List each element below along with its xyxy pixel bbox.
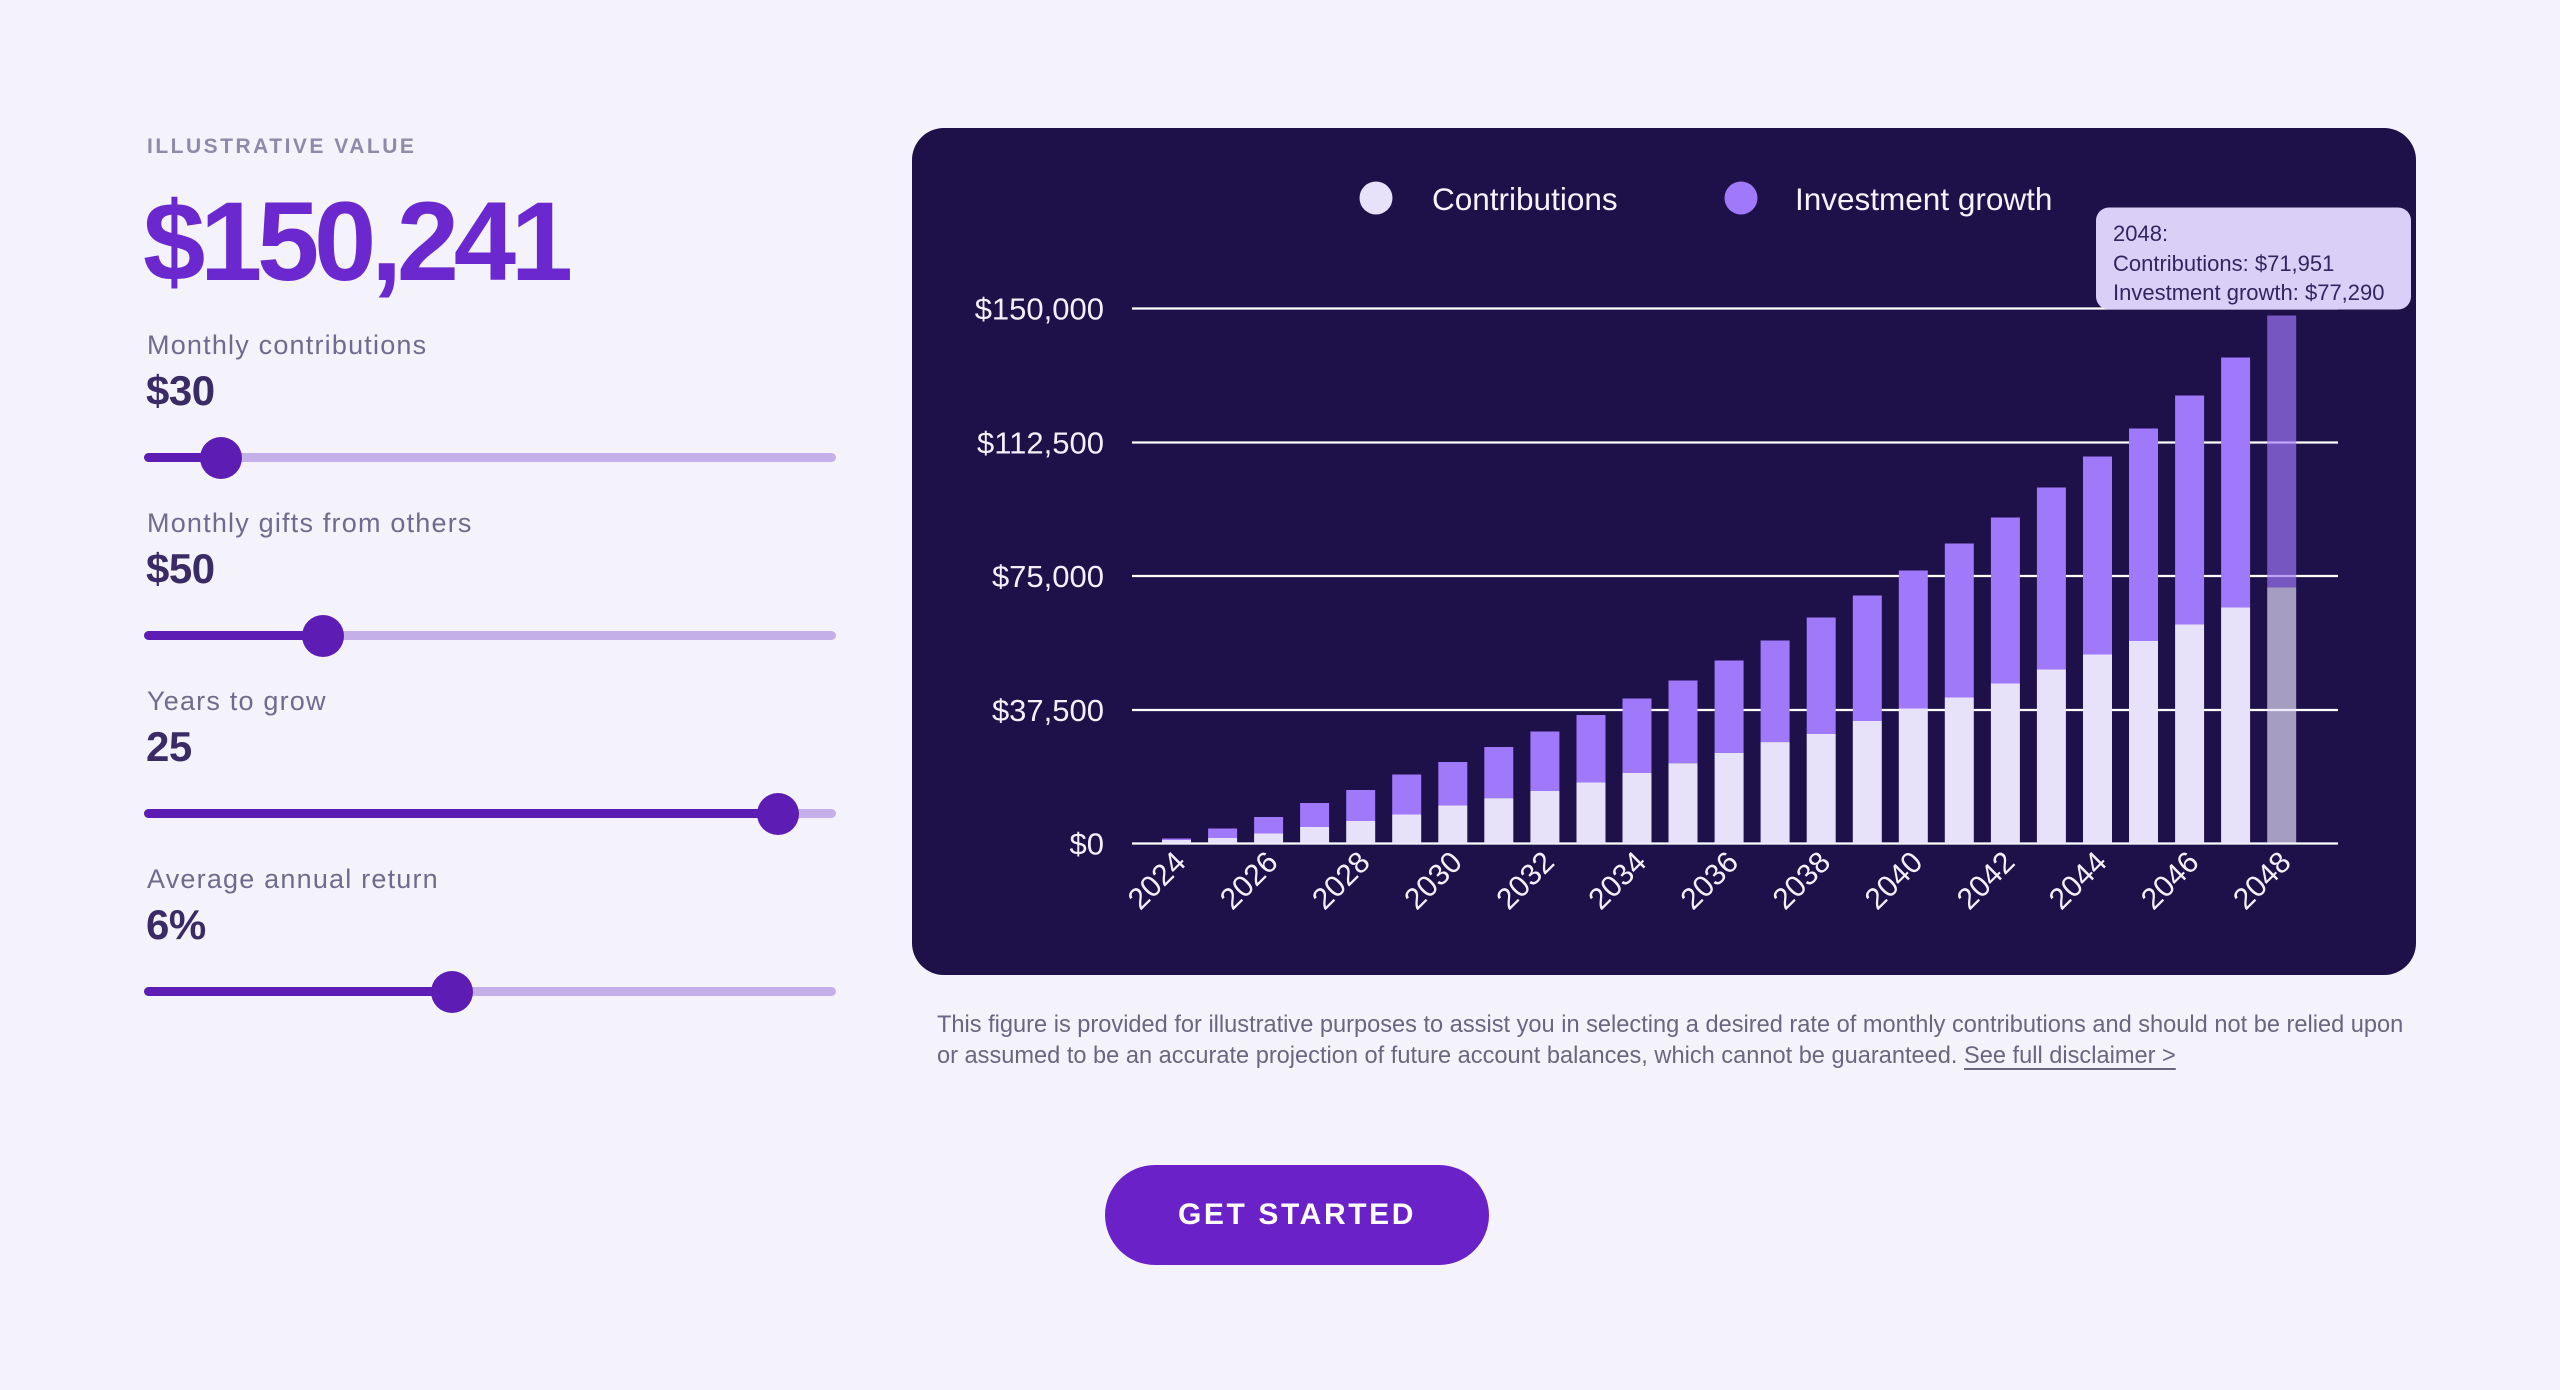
svg-text:$75,000: $75,000	[992, 559, 1104, 594]
svg-text:2024: 2024	[1122, 846, 1193, 917]
svg-text:Investment growth: Investment growth	[1795, 181, 2052, 217]
svg-text:2030: 2030	[1398, 846, 1469, 917]
svg-text:2042: 2042	[1951, 846, 2022, 917]
svg-text:Contributions: Contributions	[1432, 181, 1618, 217]
svg-text:2034: 2034	[1582, 846, 1653, 917]
svg-text:Investment growth: $77,290: Investment growth: $77,290	[2113, 280, 2385, 305]
svg-text:2048:: 2048:	[2113, 221, 2168, 246]
svg-text:2032: 2032	[1490, 846, 1561, 917]
svg-text:2048: 2048	[2227, 846, 2298, 917]
svg-text:2036: 2036	[1675, 846, 1746, 917]
svg-text:2040: 2040	[1859, 846, 1930, 917]
svg-text:$0: $0	[1070, 827, 1104, 862]
svg-text:$112,500: $112,500	[977, 426, 1104, 461]
svg-text:$37,500: $37,500	[992, 693, 1104, 728]
svg-text:Contributions: $71,951: Contributions: $71,951	[2113, 251, 2334, 276]
svg-text:2026: 2026	[1214, 846, 1285, 917]
svg-text:2044: 2044	[2043, 846, 2114, 917]
svg-text:2046: 2046	[2135, 846, 2206, 917]
svg-text:2028: 2028	[1306, 846, 1377, 917]
svg-text:$150,000: $150,000	[975, 292, 1104, 327]
svg-text:2038: 2038	[1767, 846, 1838, 917]
